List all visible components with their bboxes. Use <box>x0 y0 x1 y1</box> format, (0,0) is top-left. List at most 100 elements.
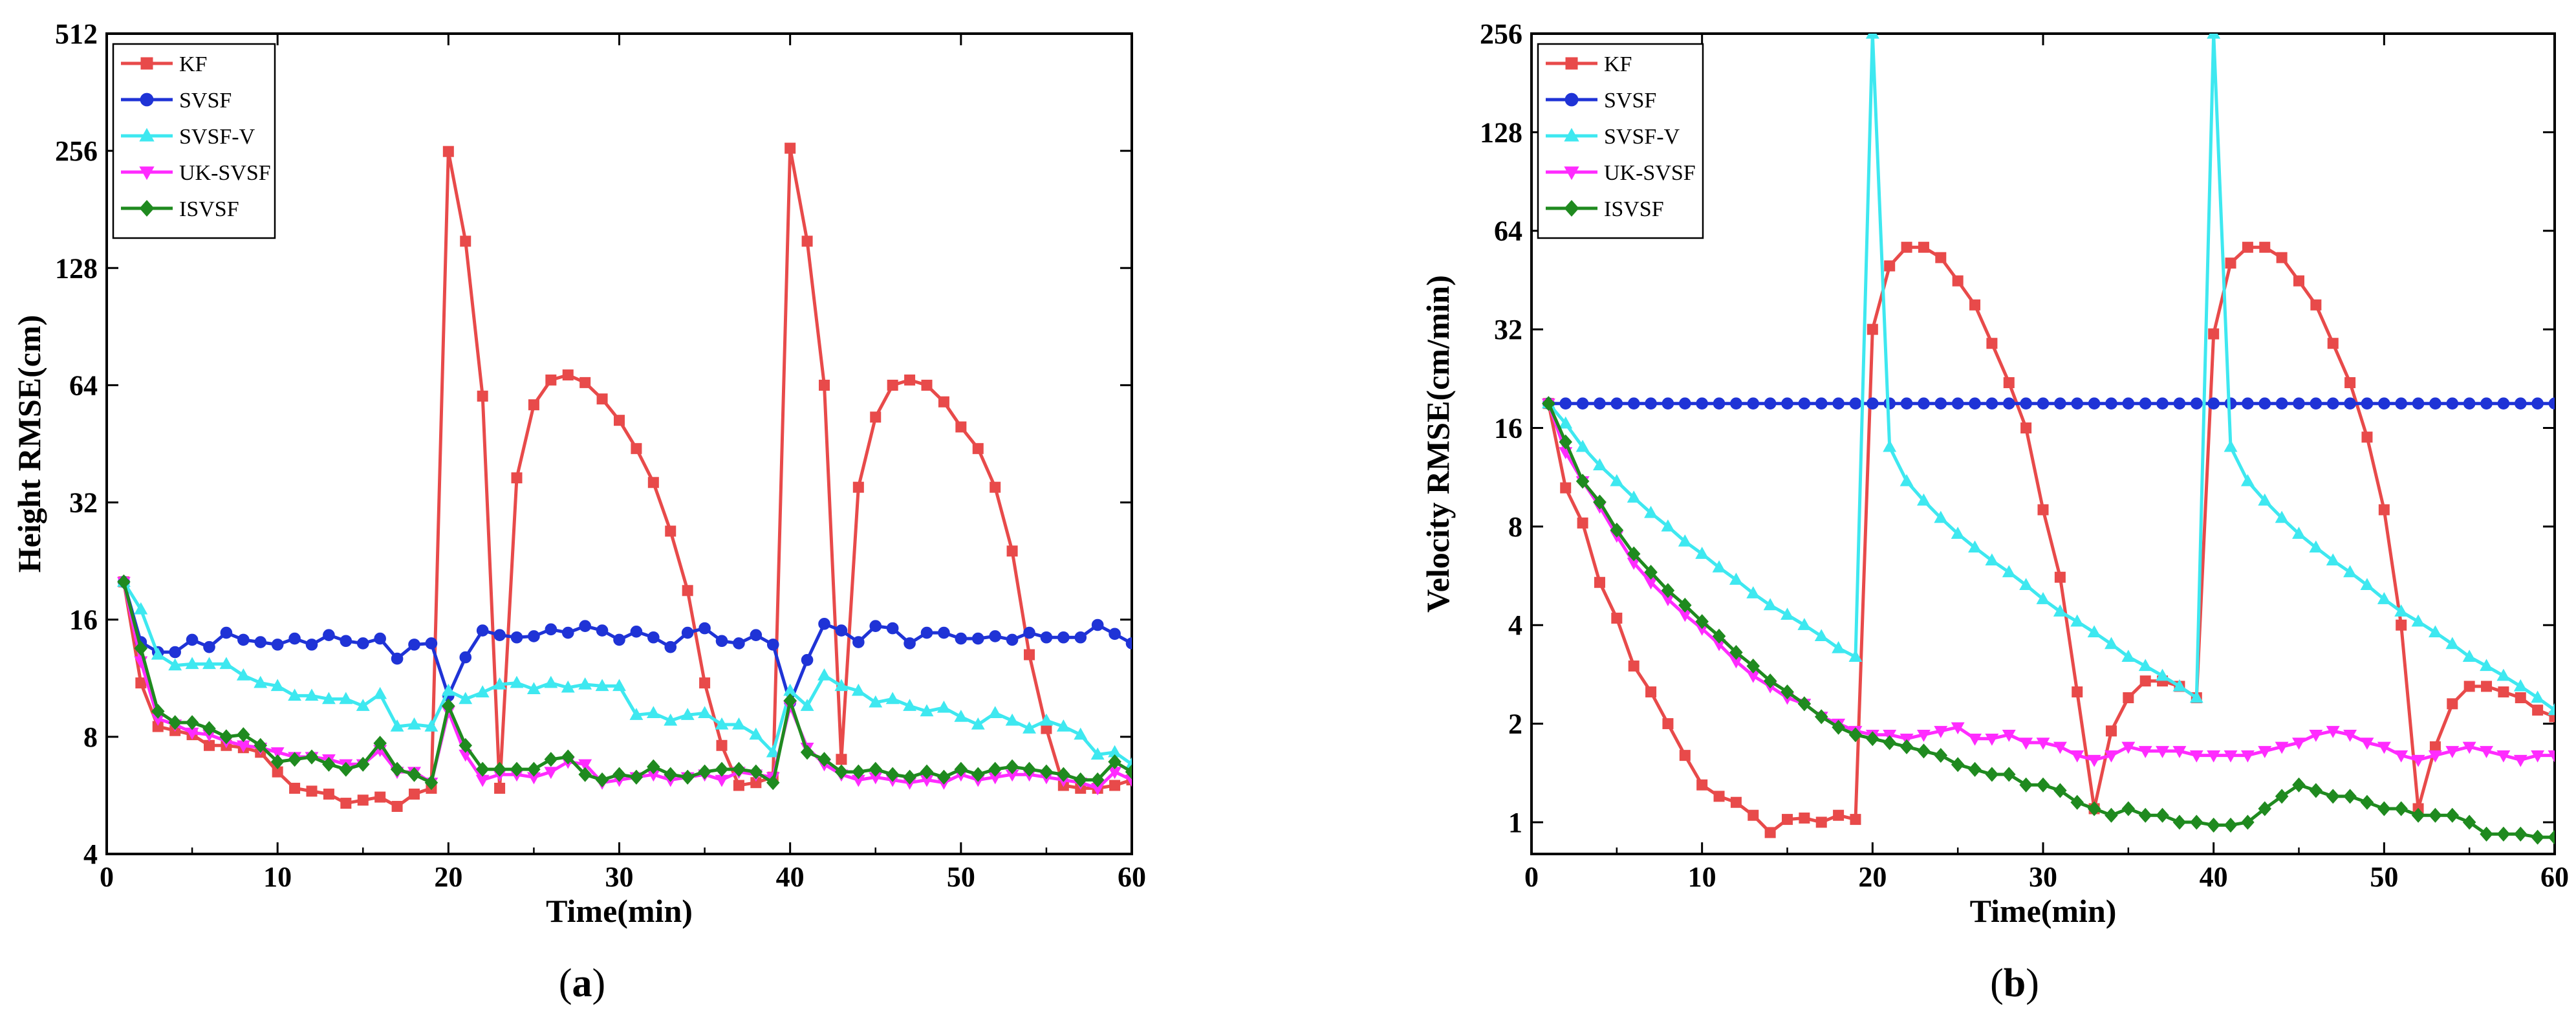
data-point-svsf <box>2429 397 2441 410</box>
data-point-isvsf <box>390 761 404 777</box>
data-point-svsf-v <box>1814 629 1828 642</box>
legend-label-isvsf: ISVSF <box>179 197 239 221</box>
data-point-isvsf <box>749 764 763 780</box>
data-point-kf <box>579 377 591 388</box>
data-point-uk-svsf <box>1951 722 1965 735</box>
data-point-kf <box>477 390 488 402</box>
data-point-kf <box>2020 422 2032 433</box>
data-point-svsf-v <box>1678 534 1692 547</box>
data-point-svsf <box>1747 397 1760 410</box>
data-point-svsf <box>1798 397 1811 410</box>
data-point-kf <box>1713 791 1725 802</box>
data-point-svsf <box>1696 397 1708 410</box>
data-point-kf <box>938 396 949 408</box>
data-point-svsf <box>715 635 728 648</box>
data-point-kf <box>1815 816 1827 828</box>
data-point-uk-svsf <box>2445 746 2460 758</box>
data-point-svsf-v <box>2326 553 2340 566</box>
data-point-uk-svsf <box>578 759 592 772</box>
legend-item-isvsf: ISVSF <box>121 197 239 221</box>
data-point-svsf-v <box>2156 668 2170 681</box>
data-point-uk-svsf <box>2480 746 2493 758</box>
data-point-svsf-v <box>817 668 831 681</box>
data-point-isvsf <box>373 736 387 751</box>
data-point-svsf-v <box>1763 598 1777 611</box>
data-point-svsf <box>852 636 865 648</box>
data-point-isvsf <box>2053 783 2067 798</box>
data-point-kf <box>1782 814 1793 826</box>
data-point-svsf-v <box>219 657 233 670</box>
panel-caption: (a) <box>559 961 605 1005</box>
data-point-uk-svsf <box>2172 746 2187 758</box>
data-point-isvsf <box>2326 789 2340 804</box>
data-point-isvsf <box>2394 801 2408 816</box>
y-tick-label: 32 <box>1494 314 1522 345</box>
legend-label-svsf: SVSF <box>179 89 232 113</box>
data-point-svsf-v <box>2496 668 2511 681</box>
data-point-svsf <box>2497 397 2510 410</box>
data-point-isvsf <box>2343 789 2357 804</box>
data-point-svsf <box>1781 397 1793 410</box>
data-point-isvsf <box>834 764 849 780</box>
data-point-svsf-v <box>459 692 473 705</box>
y-tick-label: 512 <box>55 18 98 50</box>
data-point-uk-svsf <box>1125 774 1132 787</box>
data-point-svsf-v <box>664 713 678 726</box>
y-tick-label: 32 <box>69 487 98 519</box>
data-point-isvsf <box>1985 767 1999 782</box>
data-point-kf <box>870 411 882 423</box>
data-point-isvsf <box>1627 546 1641 562</box>
legend-label-svsf-v: SVSF-V <box>1604 125 1680 149</box>
legend-marker-uk-svsf <box>1564 166 1579 180</box>
data-point-kf <box>1901 241 1912 253</box>
x-tick-label: 50 <box>2370 861 2398 893</box>
data-point-svsf <box>2054 397 2066 410</box>
data-point-isvsf <box>920 764 934 780</box>
data-point-svsf <box>2275 397 2288 410</box>
data-point-svsf <box>2258 397 2271 410</box>
data-point-svsf-v <box>1951 527 1965 539</box>
data-point-svsf-v <box>526 682 541 695</box>
legend-marker-kf <box>1565 57 1578 70</box>
data-point-svsf-v <box>441 683 455 696</box>
data-point-kf <box>511 472 523 484</box>
data-point-kf <box>2396 619 2407 631</box>
data-point-svsf <box>1559 397 1572 410</box>
data-point-isvsf <box>2496 826 2511 842</box>
data-point-svsf-v <box>1848 650 1863 662</box>
data-point-svsf-v <box>988 706 1002 719</box>
data-point-isvsf <box>2190 815 2203 830</box>
data-point-svsf <box>579 620 591 633</box>
data-point-svsf-v <box>1985 553 1999 566</box>
data-point-isvsf <box>2138 807 2152 823</box>
data-point-uk-svsf <box>2207 750 2221 763</box>
x-tick-label: 0 <box>100 861 114 893</box>
data-point-svsf-v <box>971 717 985 730</box>
data-point-isvsf <box>270 754 285 770</box>
data-point-isvsf <box>1542 396 1555 411</box>
data-point-svsf <box>510 631 523 644</box>
data-point-svsf <box>920 626 933 639</box>
data-point-isvsf <box>1900 739 1914 754</box>
data-point-kf <box>2123 692 2134 704</box>
data-point-kf <box>2463 681 2475 692</box>
data-point-svsf-v <box>834 679 849 692</box>
data-point-isvsf <box>493 761 506 777</box>
data-point-svsf-v <box>475 685 490 697</box>
data-point-isvsf <box>544 752 558 767</box>
chart-panel-b: 0 10 20 30 40 50 60 1 2 4 8 16 32 64 128 256 Time(min) Ve… <box>1420 18 2569 1005</box>
data-point-kf <box>955 421 967 433</box>
x-tick-label: 20 <box>434 861 462 893</box>
data-point-svsf <box>835 624 848 637</box>
data-point-svsf-v <box>373 686 387 699</box>
data-point-svsf <box>1815 397 1828 410</box>
data-point-svsf-v <box>1900 474 1914 487</box>
series-line-kf <box>122 146 1132 808</box>
data-point-kf <box>2481 681 2493 692</box>
caption-letter: a <box>572 961 592 1005</box>
legend-label-kf: KF <box>1604 52 1632 76</box>
data-point-svsf-v <box>1797 618 1812 630</box>
data-point-svsf <box>1057 631 1070 644</box>
data-point-isvsf <box>322 756 336 772</box>
